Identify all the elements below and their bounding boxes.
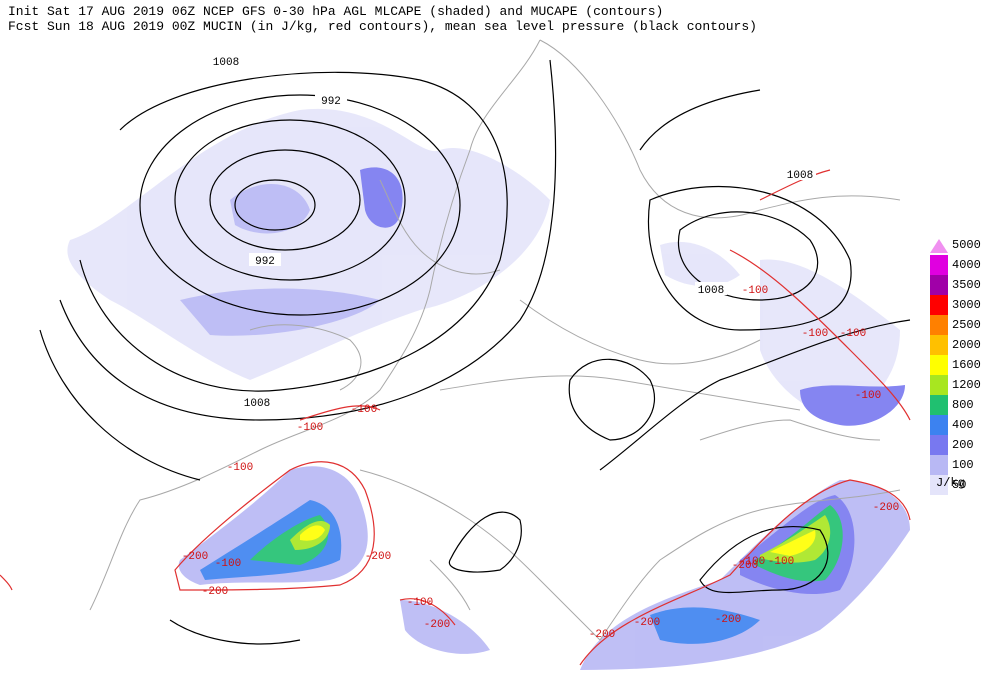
cin-label: -200	[182, 551, 208, 563]
cin-label: -100	[297, 422, 323, 434]
header-line-2: Fcst Sun 18 AUG 2019 00Z MUCIN (in J/kg,…	[8, 19, 757, 34]
colorbar-swatch	[930, 315, 948, 335]
colorbar-label: 5000	[952, 238, 981, 252]
label-background	[249, 253, 281, 266]
colorbar-swatch	[930, 415, 948, 435]
colorbar-swatch	[930, 335, 948, 355]
cin-label: -100	[739, 556, 765, 568]
cin-label: -100	[351, 404, 377, 416]
pressure-label: 992	[321, 96, 341, 108]
label-background	[241, 395, 273, 408]
colorbar-swatch	[930, 355, 948, 375]
label-background	[784, 167, 816, 180]
colorbar-swatch	[930, 275, 948, 295]
cin-label: -100	[227, 462, 253, 474]
cin-label: -200	[365, 551, 391, 563]
pressure-label: 1008	[244, 398, 270, 410]
colorbar-label: 4000	[952, 258, 981, 272]
cin-label: -200	[634, 617, 660, 629]
cin-label: -200	[715, 614, 741, 626]
cin-label: -100	[768, 556, 794, 568]
colorbar-label: 2000	[952, 338, 981, 352]
cin-label: -200	[589, 629, 615, 641]
cape-shading	[67, 108, 910, 670]
pressure-label: 992	[255, 256, 275, 268]
pressure-label: 1008	[787, 170, 813, 182]
cin-label: -200	[202, 586, 228, 598]
colorbar: 5000 4000 3500 3000 2500 2000 1600 1200 800 400 20…	[930, 238, 981, 495]
colorbar-swatch	[930, 295, 948, 315]
colorbar-swatch	[930, 455, 948, 475]
cin-label: -100	[802, 328, 828, 340]
coastlines	[89, 39, 901, 641]
map-body	[0, 39, 911, 670]
isobars	[39, 59, 911, 645]
colorbar-label: 2500	[952, 318, 981, 332]
header-line-1: Init Sat 17 AUG 2019 06Z NCEP GFS 0-30 h…	[8, 4, 663, 19]
cin-label: -100	[742, 285, 768, 297]
cin-label: -100	[215, 558, 241, 570]
colorbar-label: 200	[952, 438, 974, 452]
colorbar-swatch	[930, 435, 948, 455]
colorbar-swatch	[930, 395, 948, 415]
colorbar-label: 3500	[952, 278, 981, 292]
label-background	[315, 93, 347, 106]
label-background	[210, 54, 242, 67]
colorbar-label: 1600	[952, 358, 981, 372]
colorbar-swatch	[930, 255, 948, 275]
colorbar-unit: J/kg	[936, 476, 965, 490]
colorbar-swatch	[930, 475, 948, 495]
colorbar-label: 100	[952, 458, 974, 472]
cin-label: -100	[407, 597, 433, 609]
cin-label: -200	[732, 560, 758, 572]
pressure-label: 1008	[698, 285, 724, 297]
colorbar-label: 800	[952, 398, 974, 412]
colorbar-swatch	[930, 239, 948, 253]
colorbar-label: 3000	[952, 298, 981, 312]
contour-labels: 1008992992100810081008-100-100-100-200-1…	[182, 54, 899, 641]
cin-label: -100	[855, 390, 881, 402]
pressure-label: 1008	[213, 57, 239, 69]
colorbar-label: 400	[952, 418, 974, 432]
label-background	[695, 282, 727, 295]
cin-label: -200	[873, 502, 899, 514]
colorbar-label: 1200	[952, 378, 981, 392]
cin-label: -100	[840, 328, 866, 340]
cin-contours	[0, 169, 911, 666]
colorbar-label: 50	[952, 478, 966, 492]
cin-label: -200	[424, 619, 450, 631]
colorbar-swatch	[930, 375, 948, 395]
